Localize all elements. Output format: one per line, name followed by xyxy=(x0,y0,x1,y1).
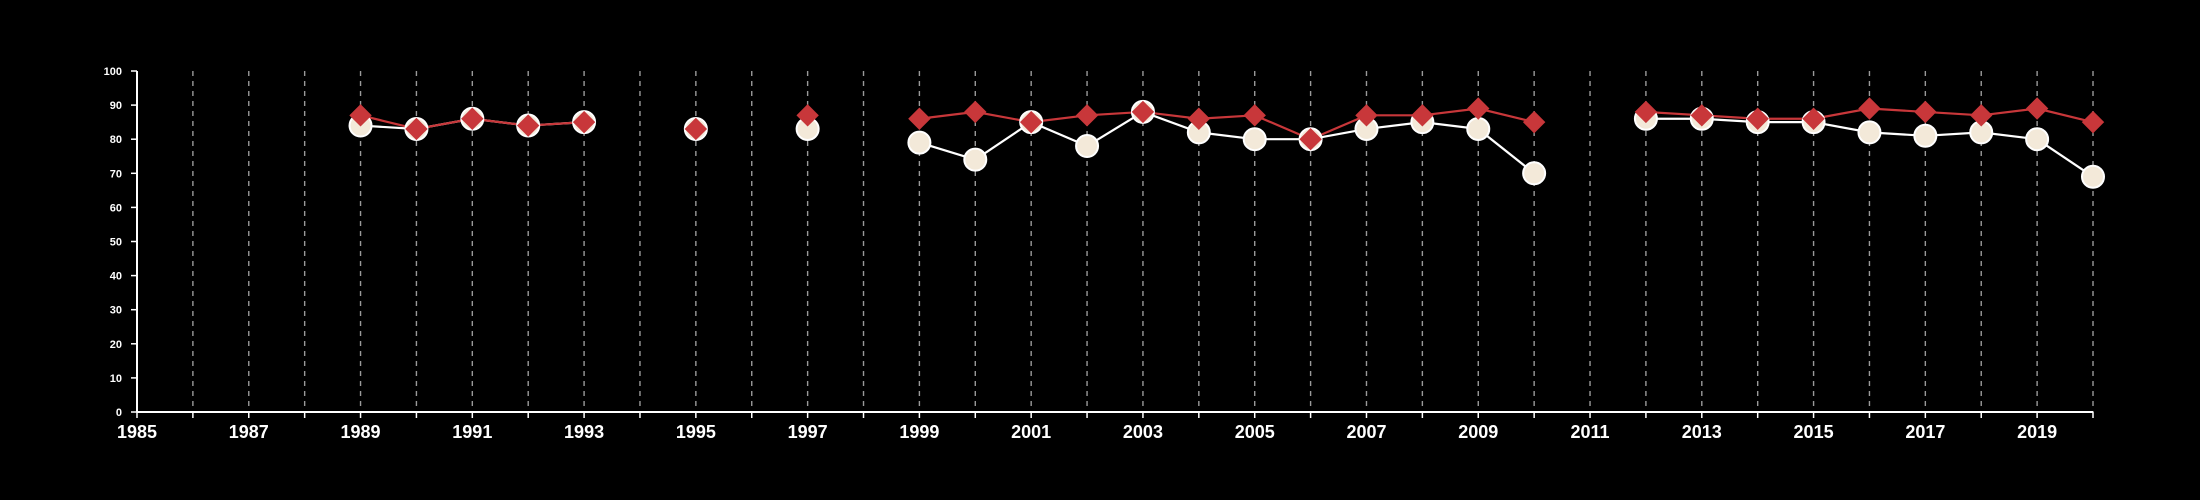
data-point-diamond xyxy=(1075,104,1099,127)
y-tick-label: 30 xyxy=(110,305,122,317)
x-tick-label: 1999 xyxy=(899,422,939,442)
series-circle-line-group xyxy=(360,110,2094,178)
data-point-diamond xyxy=(1299,127,1322,151)
y-tick-label: 100 xyxy=(104,66,122,78)
x-tick-label: 2019 xyxy=(2017,422,2057,442)
data-point-diamond xyxy=(1634,100,1658,124)
data-point-circle xyxy=(2081,164,2105,189)
data-point-diamond xyxy=(796,104,819,127)
data-point-diamond xyxy=(349,104,372,127)
data-point-diamond xyxy=(1858,97,1881,120)
y-tick-label: 60 xyxy=(110,202,122,214)
data-point-diamond xyxy=(1019,110,1043,134)
data-point-diamond xyxy=(964,100,987,124)
data-point-diamond xyxy=(1970,104,1993,127)
data-point-circle xyxy=(907,130,932,155)
data-point-diamond xyxy=(2081,110,2105,134)
data-point-diamond xyxy=(684,117,708,141)
x-tick-label: 1997 xyxy=(788,422,828,442)
data-point-diamond xyxy=(1522,110,1546,134)
y-tick-label: 50 xyxy=(110,237,122,249)
x-tick-label: 2009 xyxy=(1458,422,1498,442)
data-point-diamond xyxy=(1802,107,1825,130)
data-point-circle xyxy=(1242,127,1267,152)
x-tick-label: 2007 xyxy=(1346,422,1386,442)
data-point-diamond xyxy=(516,114,540,137)
data-point-circle xyxy=(1522,161,1547,186)
data-point-circle xyxy=(1466,116,1491,141)
gridlines xyxy=(192,71,2094,412)
y-tick-label: 40 xyxy=(110,271,122,283)
data-point-circle xyxy=(2025,127,2050,152)
x-tick-label: 1991 xyxy=(452,422,492,442)
x-tick-label: 1987 xyxy=(229,422,269,442)
series-diamond-markers xyxy=(349,97,2105,151)
y-tick-label: 90 xyxy=(110,100,122,112)
data-point-diamond xyxy=(1355,104,1378,127)
data-point-diamond xyxy=(2025,97,2049,120)
x-tick-label: 2017 xyxy=(1905,422,1945,442)
y-tick-label: 20 xyxy=(110,339,122,351)
data-point-circle xyxy=(1857,120,1882,145)
data-point-diamond xyxy=(1131,100,1155,124)
x-tick-label: 2001 xyxy=(1011,422,1051,442)
data-point-diamond xyxy=(908,107,931,130)
y-tick-label: 80 xyxy=(110,134,122,146)
data-point-diamond xyxy=(1690,104,1714,127)
data-point-diamond xyxy=(1411,104,1434,127)
x-tick-label: 2015 xyxy=(1794,422,1834,442)
data-point-diamond xyxy=(1746,107,1769,130)
data-point-diamond xyxy=(405,117,428,141)
x-tick-label: 1995 xyxy=(676,422,716,442)
axes: 1985 1987 1989 1991 1993 1995 1997 1999 2001 2003… xyxy=(104,66,2094,442)
data-point-diamond xyxy=(1243,104,1266,127)
y-tick-label: 0 xyxy=(116,407,122,419)
data-point-diamond xyxy=(1914,100,1937,124)
series-circle-line xyxy=(919,110,1535,175)
y-tick-label: 70 xyxy=(110,168,122,180)
data-point-diamond xyxy=(1187,107,1211,130)
data-point-diamond xyxy=(461,107,484,130)
x-tick-label: 2011 xyxy=(1570,422,1609,442)
series-diamond-line-group xyxy=(360,107,2094,141)
x-tick-label: 2013 xyxy=(1682,422,1722,442)
y-tick-label: 10 xyxy=(110,373,122,385)
x-tick-label: 2005 xyxy=(1235,422,1275,442)
x-tick-label: 1993 xyxy=(564,422,604,442)
x-tick-label: 1989 xyxy=(341,422,381,442)
data-point-diamond xyxy=(572,110,596,134)
data-point-circle xyxy=(1913,123,1938,148)
x-tick-label: 1985 xyxy=(117,422,157,442)
data-point-diamond xyxy=(1467,97,1490,120)
data-point-circle xyxy=(963,147,988,172)
x-tick-label: 2003 xyxy=(1123,422,1163,442)
data-point-circle xyxy=(1075,134,1100,159)
